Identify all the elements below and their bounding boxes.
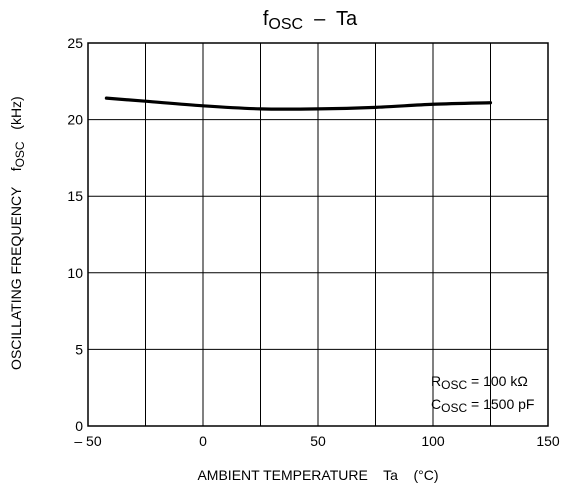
chart-title-rest: – Ta — [303, 8, 358, 30]
y-axis-label-rest: (kHz) — [8, 96, 24, 141]
series-line-0 — [104, 96, 493, 111]
chart-title: fOSC – Ta — [263, 8, 358, 33]
series-layer — [104, 96, 493, 111]
y-tick-label: 0 — [75, 418, 83, 434]
x-tick-label: – 50 — [74, 433, 101, 449]
x-tick-label: 0 — [199, 433, 207, 449]
y-tick-labels: 0 5 10 15 20 25 — [67, 35, 83, 434]
x-tick-labels: – 50 0 50 100 150 — [74, 433, 560, 449]
y-axis-label: OSCILLATING FREQUENCY fOSC (kHz) — [8, 77, 27, 397]
grid — [87, 42, 549, 427]
y-tick-label: 10 — [67, 265, 83, 281]
annotations: ROSC = 100 kΩ COSC = 1500 pF — [396, 373, 562, 415]
annotation-rosc: ROSC = 100 kΩ — [396, 373, 555, 392]
y-axis-label-main: OSCILLATING FREQUENCY f — [8, 167, 24, 370]
x-tick-label: 150 — [536, 433, 560, 449]
y-tick-label: 15 — [67, 188, 83, 204]
x-axis-label: AMBIENT TEMPERATURE Ta (°C) — [197, 467, 438, 483]
annotation-cosc: COSC = 1500 pF — [396, 396, 562, 415]
y-tick-label: 5 — [75, 341, 83, 357]
y-tick-label: 25 — [67, 35, 83, 51]
chart-title-sub: OSC — [268, 16, 303, 33]
y-axis-label-sub: OSC — [13, 141, 27, 167]
plot-frame — [87, 42, 549, 427]
x-tick-label: 50 — [310, 433, 326, 449]
chart-title-main: f — [263, 8, 269, 30]
y-tick-label: 20 — [67, 112, 83, 128]
x-tick-label: 100 — [421, 433, 445, 449]
